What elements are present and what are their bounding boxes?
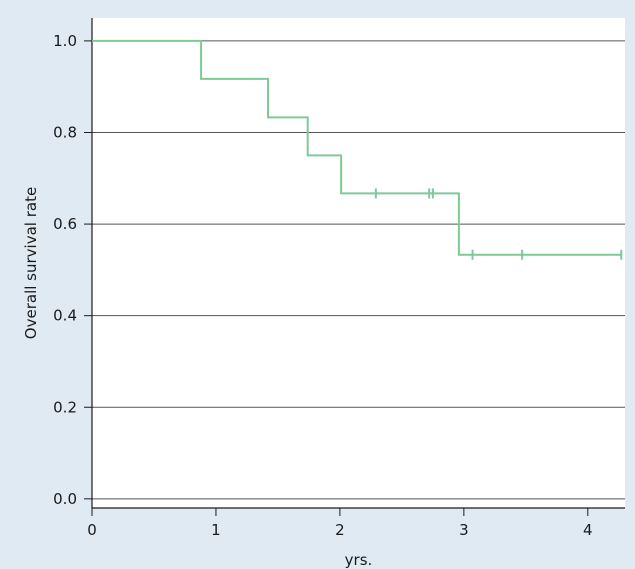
y-tick-label: 0.8 xyxy=(53,123,77,141)
x-tick-label: 1 xyxy=(211,521,221,539)
y-tick-label: 0.2 xyxy=(53,398,77,416)
y-tick-label: 0.6 xyxy=(53,215,77,233)
plot-area xyxy=(92,18,625,508)
survival-curve xyxy=(92,39,622,256)
x-tick-label: 4 xyxy=(583,521,593,539)
x-axis-title: yrs. xyxy=(345,551,373,569)
y-tick-label: 0.0 xyxy=(53,490,77,508)
grid-lines xyxy=(92,40,625,500)
y-tick-label: 1.0 xyxy=(53,32,77,50)
x-tick-label: 2 xyxy=(335,521,345,539)
ticks: 0.0 0.2 0.4 0.6 0.8 1.0 0 1 2 3 4 xyxy=(53,32,592,539)
y-tick-label: 0.4 xyxy=(53,307,77,325)
series-layer xyxy=(92,39,623,260)
y-axis-title: Overall survival rate xyxy=(22,187,40,339)
x-tick-label: 0 xyxy=(87,521,97,539)
axes xyxy=(91,18,625,509)
x-tick-label: 3 xyxy=(459,521,469,539)
